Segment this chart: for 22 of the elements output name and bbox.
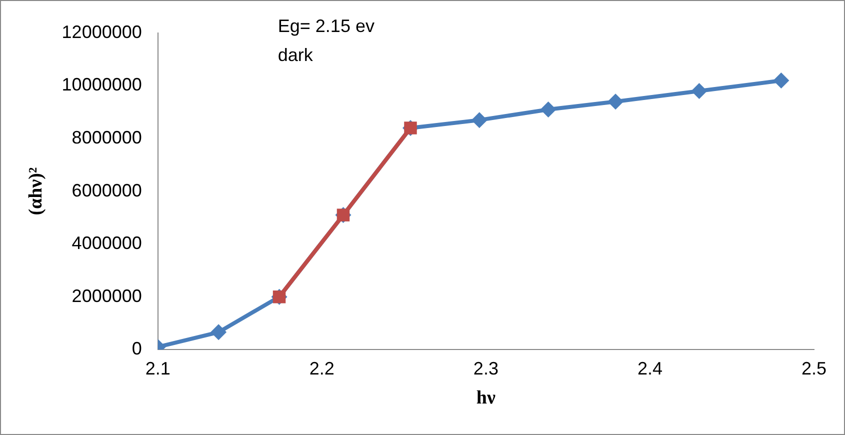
point: [773, 72, 790, 88]
x-tick-label: 2.3: [473, 358, 498, 378]
x-axis-title: hν: [476, 388, 496, 409]
point: [471, 112, 488, 128]
x-tick-label: 2.1: [145, 358, 170, 378]
annotation: Eg= 2.15 ev: [278, 16, 374, 36]
y-tick-label: 8000000: [72, 128, 142, 148]
y-axis-title: (αhν)²: [25, 166, 46, 216]
y-tick-label: 12000000: [62, 22, 142, 42]
y-tick-label: 4000000: [72, 233, 142, 254]
y-tick-label: 6000000: [72, 180, 142, 200]
x-tick-label: 2.5: [801, 358, 827, 378]
y-tick-label: 10000000: [62, 74, 142, 95]
point: [540, 102, 556, 118]
y-tick-label: 2000000: [72, 286, 142, 306]
point: [210, 324, 227, 340]
point: [608, 94, 624, 110]
x-tick-label: 2.4: [637, 358, 662, 378]
y-tick-label: 0: [132, 338, 142, 359]
x-tick-label: 2.2: [309, 358, 334, 378]
point: [691, 83, 708, 100]
annotation: dark: [278, 44, 314, 65]
